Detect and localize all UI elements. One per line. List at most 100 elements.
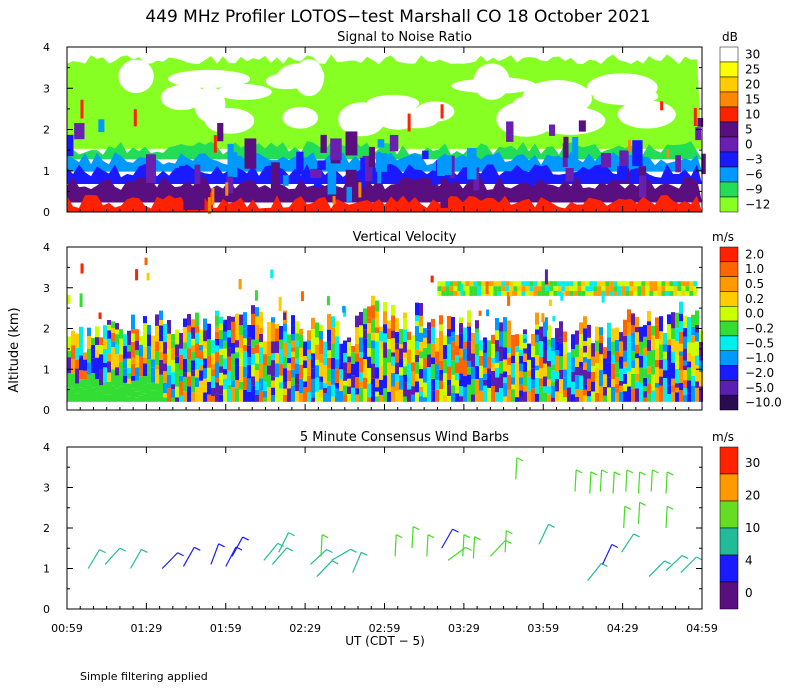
- velocity-cell: [447, 395, 451, 402]
- velocity-cell: [387, 391, 391, 402]
- wind-barb-flag: [664, 560, 671, 565]
- velocity-cell: [579, 353, 583, 362]
- velocity-cell: [287, 388, 291, 402]
- velocity-cell: [299, 393, 303, 402]
- velocity-cell: [75, 359, 79, 369]
- velocity-cell: [495, 377, 499, 393]
- velocity-cell: [501, 286, 506, 292]
- velocity-cell: [699, 372, 703, 387]
- velocity-cell: [615, 392, 619, 402]
- snr-cell: [368, 146, 376, 167]
- velocity-cell: [509, 281, 514, 287]
- velocity-cell: [551, 386, 555, 398]
- velocity-cell: [195, 377, 199, 387]
- velocity-cell: [677, 281, 682, 287]
- velocity-cell: [187, 325, 191, 333]
- velocity-cell: [639, 382, 643, 389]
- velocity-cell: [561, 291, 566, 296]
- velocity-cell: [355, 334, 359, 344]
- velocity-cell: [437, 291, 442, 296]
- velocity-cell: [187, 372, 191, 377]
- velocity-cell: [331, 316, 335, 328]
- velocity-cell: [419, 378, 423, 387]
- velocity-cell: [531, 379, 535, 389]
- velocity-cell: [699, 360, 703, 373]
- velocity-cell: [659, 385, 663, 402]
- wind-barb-flag: [575, 469, 583, 474]
- velocity-cell: [625, 291, 630, 296]
- velocity-cell: [215, 362, 219, 379]
- velocity-cell: [651, 335, 655, 350]
- snr-cell: [178, 165, 184, 182]
- velocity-cell: [623, 319, 627, 336]
- velocity-cell: [625, 286, 630, 292]
- velocity-cell: [447, 329, 451, 337]
- velocity-cell: [347, 362, 351, 374]
- velocity-cell: [391, 366, 395, 373]
- velocity-cell: [403, 396, 407, 402]
- snr-patch: [338, 102, 386, 137]
- velocity-cell: [283, 382, 287, 389]
- velocity-cell: [643, 391, 647, 398]
- velocity-cell: [347, 356, 351, 363]
- wind-barb-flag: [601, 469, 608, 474]
- velocity-cell: [631, 351, 635, 361]
- snr-cell: [375, 153, 387, 172]
- velocity-cell: [449, 286, 454, 292]
- velocity-cell: [443, 373, 447, 382]
- velocity-cell: [91, 344, 95, 350]
- velocity-cell: [639, 355, 643, 368]
- colorbar-segment: [719, 166, 739, 183]
- velocity-cell: [611, 363, 615, 380]
- velocity-cell: [139, 336, 143, 345]
- velocity-cell: [635, 353, 639, 359]
- velocity-cell: [643, 377, 647, 383]
- velocity-cell: [435, 389, 439, 402]
- velocity-cell: [559, 379, 563, 394]
- velocity-cell: [655, 348, 659, 360]
- velocity-cell: [195, 326, 199, 333]
- velocity-cell: [469, 286, 474, 292]
- velocity-cell: [359, 372, 363, 382]
- velocity-cell: [489, 281, 494, 287]
- y-axis-label: Altitude (km): [7, 307, 22, 392]
- velocity-cell: [469, 291, 474, 296]
- velocity-cell: [303, 381, 307, 388]
- velocity-cell: [667, 332, 671, 340]
- velocity-cell: [151, 354, 155, 360]
- velocity-cell: [567, 377, 571, 388]
- velocity-cell: [617, 291, 622, 296]
- velocity-cell: [355, 394, 359, 402]
- velocity-cell: [311, 378, 315, 394]
- velocity-cell: [351, 345, 355, 353]
- velocity-cell: [159, 325, 163, 342]
- velocity-cell: [183, 326, 187, 343]
- velocity-cell: [319, 389, 323, 398]
- velocity-cell: [669, 281, 674, 287]
- velocity-cell: [163, 323, 167, 336]
- velocity-cell: [447, 379, 451, 386]
- velocity-cell: [571, 394, 575, 402]
- velocity-cell: [107, 361, 111, 373]
- velocity-cell: [635, 388, 639, 402]
- velocity-cell: [693, 286, 698, 292]
- velocity-cell: [415, 354, 419, 363]
- velocity-cell: [559, 369, 563, 380]
- velocity-cell: [335, 388, 339, 402]
- velocity-cell: [573, 286, 578, 292]
- velocity-cell: [283, 323, 287, 332]
- velocity-cell: [239, 365, 243, 382]
- velocity-cell: [295, 363, 299, 374]
- velocity-cell: [423, 358, 427, 369]
- velocity-cell: [549, 286, 554, 292]
- velocity-cell: [359, 311, 363, 326]
- velocity-cell: [119, 338, 123, 355]
- velocity-cell: [367, 317, 371, 324]
- velocity-cell: [575, 396, 579, 402]
- velocity-cell: [477, 291, 482, 296]
- velocity-cell: [481, 291, 486, 296]
- velocity-cell: [163, 363, 167, 372]
- velocity-cell: [319, 330, 323, 340]
- snr-layer: [67, 176, 702, 203]
- velocity-cell: [395, 343, 399, 350]
